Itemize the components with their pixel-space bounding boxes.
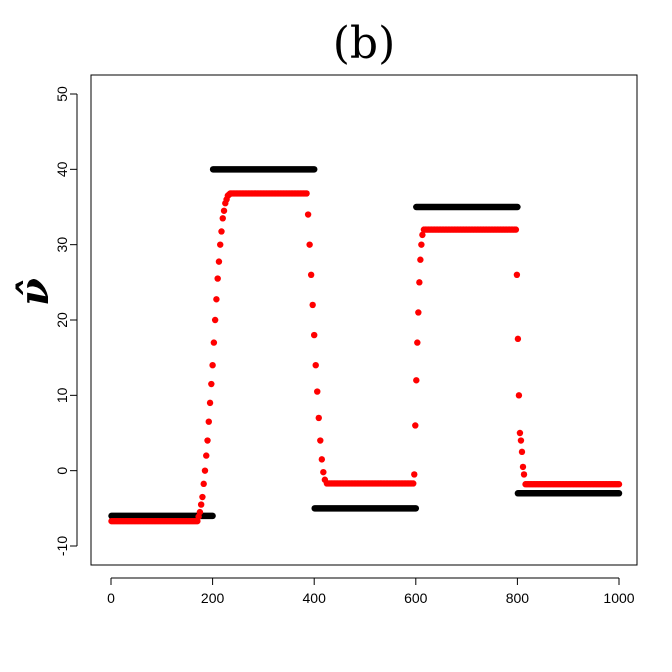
red-series-point [303, 190, 310, 197]
red-series-point [512, 226, 520, 233]
red-series-point [211, 316, 219, 324]
red-series-point [311, 331, 318, 339]
series-layer [108, 166, 623, 525]
red-series-point [411, 471, 418, 478]
red-series-point [615, 481, 623, 488]
red-series-point [520, 471, 528, 478]
red-series-point [206, 399, 214, 407]
x-tick-label: 0 [107, 590, 115, 606]
red-series-point [415, 309, 422, 316]
red-series-point [516, 429, 524, 437]
y-tick-label: 0 [54, 467, 70, 475]
red-series-point [410, 480, 417, 487]
y-tick-label: -10 [54, 536, 70, 556]
red-series-point [417, 256, 424, 263]
y-tick-label: 10 [54, 387, 70, 403]
red-series-point [318, 456, 326, 463]
red-series-point [412, 422, 419, 429]
red-series-point [199, 493, 206, 501]
red-series-point [306, 241, 313, 248]
red-series-point [210, 339, 218, 346]
red-series-point [220, 207, 228, 214]
red-series-point [314, 388, 321, 395]
red-series-point [215, 258, 223, 265]
red-series-point [197, 501, 205, 508]
red-series-point [304, 211, 312, 218]
red-series-point [309, 301, 316, 309]
red-series-point [214, 275, 221, 282]
red-series-point [517, 437, 525, 444]
chart-title: (b) [333, 18, 396, 69]
x-tick-label: 600 [404, 590, 428, 606]
red-series-point [213, 296, 220, 303]
red-series-point [419, 231, 426, 239]
y-axis: -10 0 10 20 30 40 50 [54, 86, 78, 556]
red-series-point [217, 241, 224, 248]
red-series-point [416, 279, 423, 286]
red-series-point [418, 241, 425, 248]
x-tick-label: 200 [201, 590, 225, 606]
y-tick-label: 30 [54, 237, 70, 253]
red-series-point [320, 468, 327, 476]
red-series-point [219, 215, 226, 222]
red-series-point [204, 437, 211, 444]
red-series-point [196, 508, 204, 516]
red-series-point [205, 418, 212, 425]
red-series-point [515, 392, 523, 399]
y-tick-label: 20 [54, 312, 70, 328]
red-series-point [203, 452, 210, 459]
y-tick-label: 50 [54, 86, 70, 102]
red-series-point [513, 271, 521, 278]
red-series-point [414, 339, 421, 346]
x-tick-label: 800 [506, 590, 530, 606]
red-series-point [307, 271, 315, 278]
red-series-point [312, 362, 319, 369]
red-series-point [413, 377, 420, 384]
red-series-point [200, 480, 207, 488]
red-series-point [317, 437, 324, 444]
x-tick-label: 400 [303, 590, 327, 606]
red-series-point [518, 448, 526, 456]
plot-area-frame [90, 74, 638, 566]
x-axis: 0 200 400 600 800 1000 [107, 577, 635, 606]
red-series-point [201, 467, 209, 474]
red-series-point [519, 463, 527, 471]
y-axis-label: ν̂ [11, 278, 58, 306]
red-series-point [209, 362, 216, 369]
red-series-point [514, 335, 522, 343]
red-series-point [315, 414, 322, 422]
x-tick-label: 1000 [603, 590, 634, 606]
red-series-point [218, 228, 225, 235]
red-series-point [208, 380, 215, 388]
y-tick-label: 40 [54, 161, 70, 177]
